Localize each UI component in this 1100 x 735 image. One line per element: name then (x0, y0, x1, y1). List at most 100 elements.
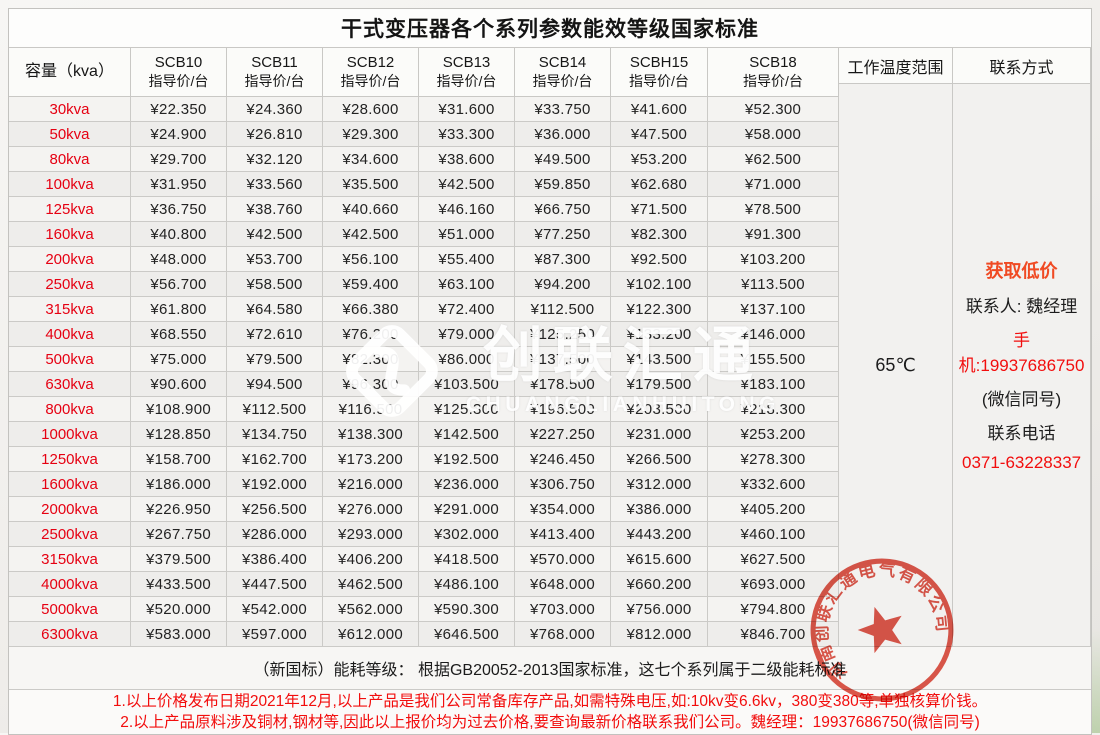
price-cell: ¥542.000 (227, 597, 323, 622)
price-cell: ¥276.000 (323, 497, 419, 522)
price-cell: ¥24.900 (131, 122, 227, 147)
price-cell: ¥42.500 (323, 222, 419, 247)
price-cell: ¥36.000 (515, 122, 611, 147)
price-cell: ¥562.000 (323, 597, 419, 622)
price-cell: ¥90.600 (131, 372, 227, 397)
mobile-number: 手机:19937686750 (958, 331, 1085, 375)
contact-header: 联系方式 (953, 48, 1091, 84)
price-cell: ¥76.200 (323, 322, 419, 347)
price-cell: ¥55.400 (419, 247, 515, 272)
price-cell: ¥72.400 (419, 297, 515, 322)
page-title: 干式变压器各个系列参数能效等级国家标准 (9, 9, 1091, 48)
capacity-cell: 2000kva (9, 497, 131, 522)
price-cell: ¥113.500 (708, 272, 839, 297)
series-header-scb18: SCB18 指导价/台 (708, 48, 839, 97)
price-cell: ¥226.950 (131, 497, 227, 522)
price-cell: ¥49.500 (515, 147, 611, 172)
price-cell: ¥53.700 (227, 247, 323, 272)
price-cell: ¥62.500 (708, 147, 839, 172)
price-cell: ¥75.000 (131, 347, 227, 372)
price-cell: ¥91.300 (708, 222, 839, 247)
price-cell: ¥22.350 (131, 97, 227, 122)
price-cell: ¥612.000 (323, 622, 419, 647)
price-cell: ¥196.500 (515, 397, 611, 422)
price-cell: ¥125.300 (419, 397, 515, 422)
price-cell: ¥462.500 (323, 572, 419, 597)
price-cell: ¥693.000 (708, 572, 839, 597)
price-note-1: 1.以上价格发布日期2021年12月,以上产品是我们公司常备库存产品,如需特殊电… (112, 693, 988, 710)
series-header-scb14: SCB14 指导价/台 (515, 48, 611, 97)
capacity-header: 容量（kva） (9, 48, 131, 97)
series-header-scb11: SCB11 指导价/台 (227, 48, 323, 97)
price-cell: ¥26.810 (227, 122, 323, 147)
price-cell: ¥418.500 (419, 547, 515, 572)
price-cell: ¥72.610 (227, 322, 323, 347)
price-cell: ¥646.500 (419, 622, 515, 647)
price-cell: ¥40.800 (131, 222, 227, 247)
price-cell: ¥386.000 (611, 497, 708, 522)
series-header-scbh15: SCBH15 指导价/台 (611, 48, 708, 97)
capacity-cell: 125kva (9, 197, 131, 222)
price-cell: ¥332.600 (708, 472, 839, 497)
price-cell: ¥379.500 (131, 547, 227, 572)
price-cell: ¥59.850 (515, 172, 611, 197)
price-cell: ¥597.000 (227, 622, 323, 647)
price-cell: ¥267.750 (131, 522, 227, 547)
capacity-cell: 100kva (9, 172, 131, 197)
price-cell: ¥33.750 (515, 97, 611, 122)
price-cell: ¥82.300 (323, 347, 419, 372)
price-cell: ¥386.400 (227, 547, 323, 572)
price-cell: ¥96.300 (323, 372, 419, 397)
price-notes: 1.以上价格发布日期2021年12月,以上产品是我们公司常备库存产品,如需特殊电… (9, 690, 1091, 734)
price-cell: ¥61.800 (131, 297, 227, 322)
price-cell: ¥28.600 (323, 97, 419, 122)
price-note-2: 2.以上产品原料涉及铜材,钢材等,因此以上报价均为过去价格,要查询最新价格联系我… (120, 714, 980, 731)
price-cell: ¥92.500 (611, 247, 708, 272)
price-cell: ¥40.660 (323, 197, 419, 222)
price-cell: ¥306.750 (515, 472, 611, 497)
price-cell: ¥186.000 (131, 472, 227, 497)
price-cell: ¥56.700 (131, 272, 227, 297)
price-cell: ¥236.000 (419, 472, 515, 497)
price-cell: ¥46.160 (419, 197, 515, 222)
price-cell: ¥36.750 (131, 197, 227, 222)
price-cell: ¥433.500 (131, 572, 227, 597)
price-cell: ¥216.000 (323, 472, 419, 497)
price-cell: ¥406.200 (323, 547, 419, 572)
price-cell: ¥173.200 (323, 447, 419, 472)
price-cell: ¥443.200 (611, 522, 708, 547)
price-cell: ¥35.500 (323, 172, 419, 197)
price-cell: ¥33.300 (419, 122, 515, 147)
price-cell: ¥79.000 (419, 322, 515, 347)
capacity-cell: 500kva (9, 347, 131, 372)
price-cell: ¥125.250 (515, 322, 611, 347)
price-cell: ¥103.500 (419, 372, 515, 397)
capacity-cell: 3150kva (9, 547, 131, 572)
price-cell: ¥68.550 (131, 322, 227, 347)
price-cell: ¥768.000 (515, 622, 611, 647)
table-mid-section: 容量（kva） SCB10 指导价/台 SCB11 指导价/台 SCB12 指导… (9, 48, 1091, 647)
price-cell: ¥146.000 (708, 322, 839, 347)
phone-number: 0371-63228337 (961, 453, 1082, 472)
capacity-cell: 400kva (9, 322, 131, 347)
capacity-cell: 630kva (9, 372, 131, 397)
price-cell: ¥38.760 (227, 197, 323, 222)
price-cell: ¥64.580 (227, 297, 323, 322)
capacity-cell: 1250kva (9, 447, 131, 472)
price-cell: ¥486.100 (419, 572, 515, 597)
price-cell: ¥128.850 (131, 422, 227, 447)
price-cell: ¥134.750 (227, 422, 323, 447)
price-cell: ¥246.450 (515, 447, 611, 472)
standard-note: （新国标）能耗等级： 根据GB20052-2013国家标准，这七个系列属于二级能… (9, 647, 1091, 690)
price-cell: ¥413.400 (515, 522, 611, 547)
capacity-cell: 50kva (9, 122, 131, 147)
price-cell: ¥33.560 (227, 172, 323, 197)
capacity-cell: 250kva (9, 272, 131, 297)
price-cell: ¥158.700 (131, 447, 227, 472)
price-cell: ¥56.100 (323, 247, 419, 272)
price-cell: ¥460.100 (708, 522, 839, 547)
phone-label: 联系电话 (987, 424, 1056, 443)
price-cell: ¥405.200 (708, 497, 839, 522)
price-cell: ¥66.380 (323, 297, 419, 322)
price-cell: ¥133.200 (611, 322, 708, 347)
